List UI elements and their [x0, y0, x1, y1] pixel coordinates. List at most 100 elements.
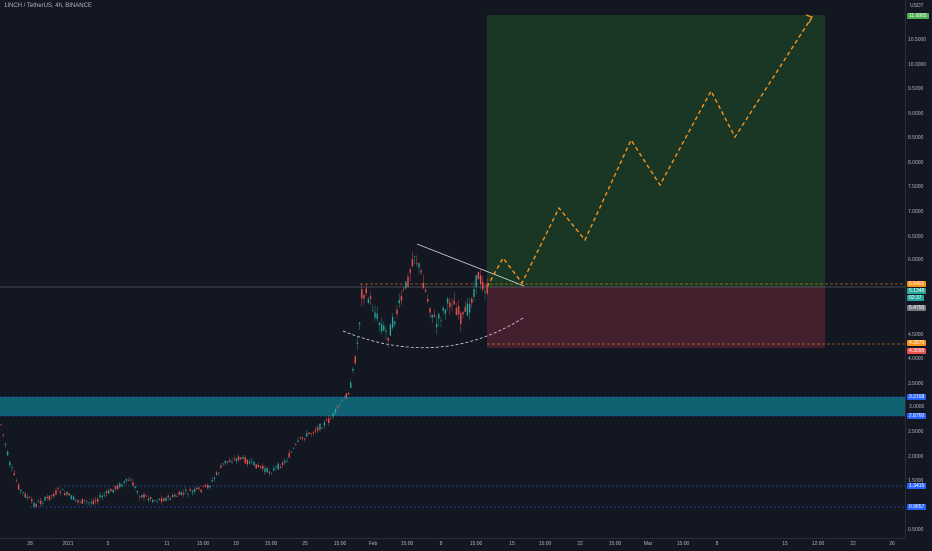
- candle-body: [31, 499, 33, 502]
- trendline: [416, 243, 525, 287]
- candle-body: [44, 497, 46, 501]
- candle-body: [279, 467, 282, 468]
- price-tag: 5.1348: [907, 288, 927, 294]
- candle-body: [130, 479, 132, 481]
- candle-body: [424, 289, 427, 292]
- candle-body: [171, 495, 174, 497]
- candle-body: [6, 451, 9, 456]
- candle-body: [385, 330, 387, 332]
- candle-body: [284, 460, 286, 463]
- candle-body: [253, 461, 255, 466]
- candle-body: [20, 489, 22, 492]
- price-tag: 5.5401: [907, 281, 927, 287]
- candle-body: [136, 491, 139, 493]
- candle-body: [332, 413, 334, 417]
- price-axis-label: 3.5000: [908, 381, 924, 387]
- candle-body: [295, 444, 297, 445]
- candle-body: [394, 321, 396, 325]
- candle-body: [341, 399, 343, 401]
- candle-body: [334, 408, 337, 413]
- candle-body: [235, 458, 238, 462]
- candle-body: [323, 422, 326, 426]
- price-tag: 2.8760: [907, 413, 927, 419]
- candle-body: [2, 434, 4, 435]
- time-axis-label: 15:00: [264, 541, 278, 547]
- time-axis-label: 25: [302, 541, 308, 547]
- candle-body: [431, 314, 433, 318]
- candle-body: [446, 298, 449, 304]
- price-chart[interactable]: [0, 0, 905, 538]
- candle-body: [248, 461, 251, 464]
- price-axis-label: 2.0000: [908, 454, 924, 460]
- stop-loss-zone[interactable]: [487, 287, 825, 348]
- candle-body: [433, 314, 436, 317]
- projection-arrowhead: [805, 14, 813, 24]
- candle-body: [0, 424, 2, 426]
- candle-body: [97, 499, 99, 502]
- candle-body: [233, 458, 235, 459]
- cup-arc: [342, 317, 524, 349]
- candle-body: [24, 493, 26, 498]
- candle-body: [202, 485, 205, 487]
- candle-body: [127, 480, 130, 482]
- time-axis[interactable]: 28 2021 5 11 15:00 18 15:00 25 15:00 Feb 15:00 8 15:…: [0, 538, 905, 551]
- candle-body: [158, 498, 161, 501]
- price-axis-label: 4.0000: [908, 356, 924, 362]
- candle-body: [418, 263, 420, 268]
- symbol-title[interactable]: 1INCH / TetherUS, 4h, BINANCE: [4, 3, 92, 9]
- projection-path: [486, 16, 813, 288]
- candle-body: [154, 500, 156, 501]
- price-axis-label: 7.5000: [908, 184, 924, 190]
- candle-body: [46, 496, 48, 498]
- candle-body: [156, 501, 158, 502]
- candle-body: [264, 468, 266, 473]
- time-axis-label: 15: [782, 541, 788, 547]
- candle-body: [17, 484, 20, 490]
- price-axis-label: 2.5000: [908, 429, 924, 435]
- candle-body: [376, 313, 378, 319]
- candle-body: [86, 501, 88, 503]
- support-zone[interactable]: [0, 397, 905, 416]
- candle-body: [244, 457, 246, 464]
- candle-body: [211, 480, 213, 482]
- candle-body: [39, 500, 42, 504]
- candle-body: [196, 487, 198, 490]
- candle-body: [416, 262, 418, 264]
- candle-body: [356, 342, 359, 344]
- candle-body: [429, 308, 431, 313]
- candle-body: [405, 281, 407, 289]
- candle-body: [143, 494, 145, 498]
- candle-body: [387, 337, 389, 341]
- candle-body: [275, 466, 277, 468]
- candle-body: [372, 310, 374, 311]
- candle-body: [420, 270, 422, 273]
- candle-body: [451, 304, 453, 306]
- candle-body: [383, 325, 385, 331]
- candle-body: [53, 493, 55, 497]
- candle-body: [224, 460, 227, 464]
- price-tag: 11.0065: [907, 13, 929, 19]
- price-axis[interactable]: USDT 10.5000 10.0000 9.5000 9.0000 8.5000 8.0…: [905, 0, 932, 538]
- candle-body: [77, 500, 79, 503]
- candle-body: [396, 309, 398, 315]
- time-axis-label: 15:00: [676, 541, 690, 547]
- candle-body: [380, 324, 383, 332]
- price-axis-label: 6.5000: [908, 234, 924, 240]
- candle-body: [328, 418, 330, 423]
- candle-body: [64, 493, 66, 496]
- candle-body: [438, 313, 440, 319]
- price-axis-label: 4.5000: [908, 332, 924, 338]
- candle-body: [42, 503, 44, 504]
- profit-target-zone[interactable]: [487, 15, 825, 287]
- time-axis-label: 22: [577, 541, 583, 547]
- candle-body: [81, 498, 84, 504]
- candle-body: [83, 500, 86, 501]
- price-axis-label: 8.5000: [908, 135, 924, 141]
- candle-body: [391, 316, 394, 328]
- candle-body: [121, 484, 123, 487]
- candle-body: [240, 457, 242, 460]
- candle-body: [134, 486, 136, 489]
- time-axis-label: 2021: [62, 541, 74, 547]
- candle-body: [110, 489, 112, 492]
- candle-body: [466, 303, 469, 316]
